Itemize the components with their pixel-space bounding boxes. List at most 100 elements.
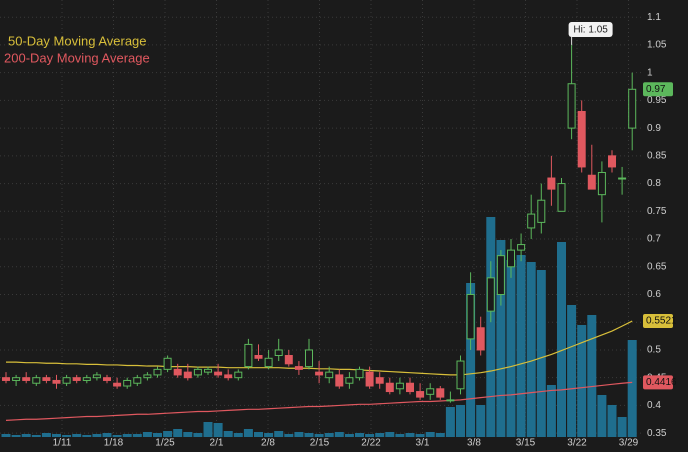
candle-body	[486, 277, 495, 312]
x-tick-label: 3/15	[516, 438, 536, 449]
volume-bar	[365, 434, 375, 437]
candle-body	[628, 88, 637, 129]
volume-bar	[597, 395, 607, 437]
volume-bar	[142, 432, 152, 437]
candle-body	[355, 368, 364, 379]
candle-body	[567, 83, 576, 129]
volume-bar	[294, 432, 304, 437]
candle-body	[335, 374, 344, 387]
candle-body	[234, 371, 243, 379]
candle-body	[385, 382, 394, 393]
candle-body	[143, 374, 152, 379]
moving-average-line	[5, 381, 633, 421]
x-tick-label: 3/22	[567, 438, 587, 449]
volume-bar	[617, 417, 627, 437]
volume-bar	[344, 434, 354, 437]
volume-bar	[72, 434, 82, 437]
candle-body	[446, 399, 455, 402]
volume-bar	[112, 435, 122, 437]
candle-body	[274, 349, 283, 356]
x-tick-label: 1/18	[104, 438, 124, 449]
volume-bar	[264, 433, 274, 437]
volume-bar	[395, 434, 405, 437]
y-tick-label: 0.85	[647, 150, 667, 161]
y-tick-label: 0.6	[647, 289, 661, 300]
volume-bar	[122, 434, 132, 437]
volume-bar	[314, 434, 324, 437]
price-tag-label: 0.4416	[646, 377, 677, 388]
volume-bar	[557, 242, 566, 437]
volume-bar	[334, 432, 344, 437]
y-tick-label: 1.1	[647, 12, 661, 23]
y-tick-label: 0.35	[647, 428, 667, 439]
candle-body	[52, 379, 61, 384]
volume-bar	[627, 340, 637, 437]
volume-bar	[405, 433, 415, 437]
candle-body	[153, 368, 162, 376]
candle-body	[597, 171, 606, 196]
candle-body	[193, 368, 202, 376]
candle-body	[496, 255, 505, 295]
volume-bar	[254, 432, 263, 437]
volume-bar	[496, 240, 506, 437]
candle-body	[557, 183, 566, 212]
candle-body	[416, 391, 425, 398]
y-tick-label: 1.05	[647, 40, 667, 51]
x-tick-label: 3/8	[467, 438, 481, 449]
x-tick-label: 2/1	[210, 438, 224, 449]
volume-bar	[324, 433, 334, 437]
x-tick-label: 3/29	[619, 438, 639, 449]
candle-body	[587, 174, 596, 190]
y-tick-label: 0.9	[647, 123, 661, 134]
y-tick-label: 1	[647, 67, 653, 78]
candle-body	[294, 366, 303, 370]
candle-body	[113, 382, 122, 387]
x-tick-label: 1/11	[53, 438, 72, 449]
volume-bar	[173, 429, 183, 437]
y-tick-label: 0.5	[647, 345, 661, 356]
volume-bar	[506, 260, 516, 437]
price-tag	[643, 82, 673, 97]
candle-body	[537, 199, 546, 223]
candle-body	[547, 177, 556, 190]
volume-bar	[41, 433, 51, 437]
candle-body	[375, 377, 384, 384]
candle-body	[284, 354, 293, 365]
y-tick-label: 0.95	[647, 95, 667, 106]
candle-body	[315, 371, 324, 376]
volume-bar	[577, 325, 587, 437]
candle-body	[305, 349, 313, 368]
candle-body	[32, 377, 41, 384]
volume-bar	[526, 262, 536, 437]
candle-body	[395, 382, 404, 390]
candle-body	[92, 374, 101, 379]
candle-body	[608, 155, 616, 168]
volume-bar	[243, 429, 253, 437]
candle-body	[214, 371, 223, 376]
candle-body	[123, 379, 132, 387]
volume-bar	[21, 434, 31, 437]
candle-body	[42, 377, 51, 381]
legend-entry: 200-Day Moving Average	[4, 50, 150, 65]
candle-body	[2, 377, 10, 381]
candle-body	[527, 213, 536, 229]
y-tick-label: 0.65	[647, 261, 667, 272]
candle-body	[507, 249, 515, 268]
volume-bar	[183, 432, 193, 437]
volume-bar	[355, 433, 364, 437]
volume-bar	[284, 434, 294, 437]
candle-body	[224, 374, 233, 379]
candle-body	[577, 110, 586, 168]
volume-bar	[52, 434, 61, 437]
volume-bar	[203, 422, 213, 437]
legend-entry: 50-Day Moving Average	[8, 33, 147, 48]
candle-body	[244, 343, 253, 368]
candle-body	[456, 360, 465, 390]
volume-bar	[486, 217, 496, 437]
volume-bar	[1, 434, 11, 437]
price-tag	[643, 375, 673, 390]
candle-body	[476, 327, 485, 351]
candle-body	[517, 244, 526, 251]
volume-bar	[445, 407, 455, 437]
